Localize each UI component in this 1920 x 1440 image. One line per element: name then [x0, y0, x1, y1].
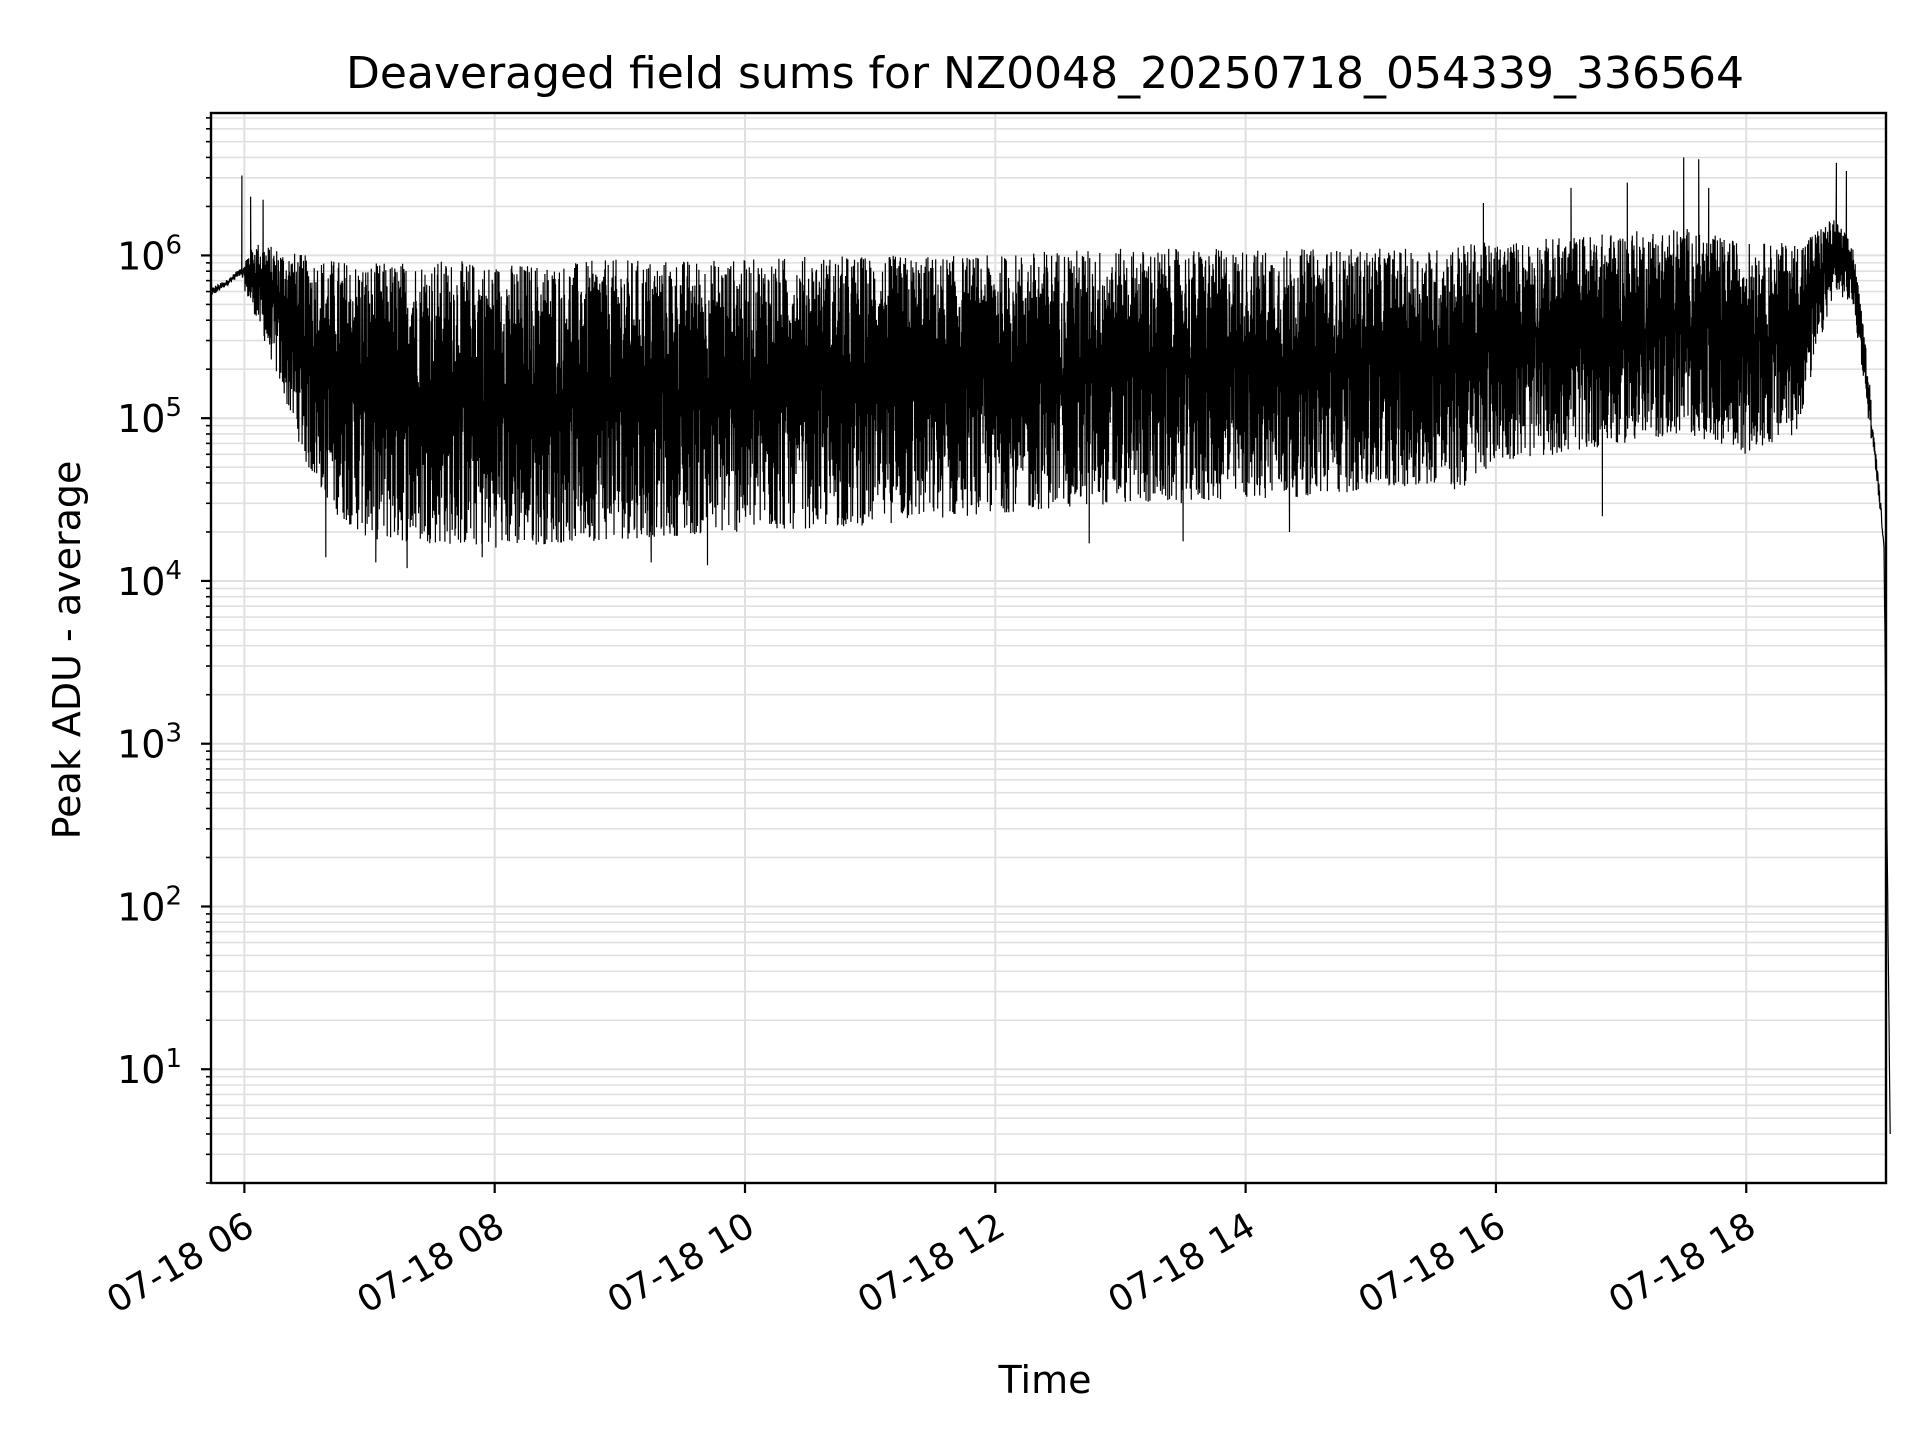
y-tick-label: 101 — [117, 1044, 182, 1092]
chart-title: Deaveraged field sums for NZ0048_2025071… — [346, 48, 1744, 99]
y-tick-label: 105 — [117, 393, 182, 441]
y-axis: 101 102 103 104 105 106 — [117, 117, 211, 1184]
x-axis: 07-18 06 07-18 08 07-18 10 07-18 12 07-18 14… — [100, 1183, 1763, 1322]
series-path — [210, 157, 1891, 1135]
y-tick-label: 106 — [117, 230, 182, 278]
x-tick-label: 07-18 14 — [1101, 1205, 1262, 1321]
x-tick-label: 07-18 18 — [1602, 1205, 1763, 1321]
y-tick-label: 104 — [117, 556, 182, 604]
series-line — [210, 157, 1891, 1135]
x-tick-label: 07-18 08 — [351, 1205, 512, 1321]
x-tick-label: 07-18 10 — [601, 1205, 762, 1321]
y-tick-label: 102 — [117, 881, 182, 929]
plot-frame — [209, 111, 1888, 1185]
y-tick-label: 103 — [117, 719, 182, 767]
x-axis-label: Time — [998, 1358, 1092, 1402]
x-tick-label: 07-18 16 — [1352, 1205, 1513, 1321]
x-tick-label: 07-18 12 — [851, 1205, 1012, 1321]
x-tick-label: 07-18 06 — [100, 1205, 261, 1321]
y-axis-label: Peak ADU - average — [45, 461, 89, 840]
